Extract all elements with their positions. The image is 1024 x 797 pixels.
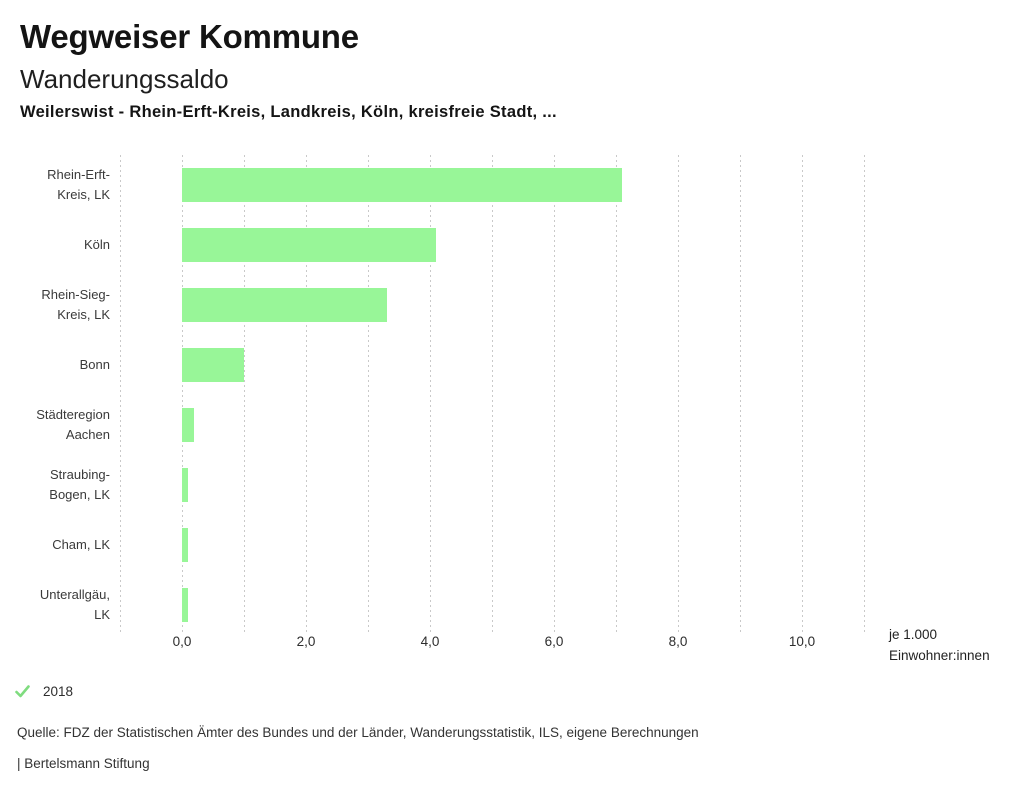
chart-subtitle: Weilerswist - Rhein-Erft-Kreis, Landkrei… [20, 103, 557, 121]
gridline [492, 155, 493, 632]
gridline [244, 155, 245, 632]
axis-unit-label: je 1.000 Einwohner:innen [889, 625, 990, 666]
gridline [182, 155, 183, 632]
axis-unit-line2: Einwohner:innen [889, 647, 990, 663]
legend-year-label: 2018 [43, 684, 74, 699]
category-label: Köln [83, 236, 110, 252]
category-label: Rhein-Sieg- Kreis, LK [41, 286, 110, 323]
x-tick-label: 2,0 [296, 634, 316, 649]
gridline [430, 155, 431, 632]
gridline [802, 155, 803, 632]
gridline [616, 155, 617, 632]
gridline [864, 155, 865, 632]
x-tick-label: 4,0 [420, 634, 440, 649]
category-label: Bonn [79, 356, 110, 372]
x-tick-label: 0,0 [172, 634, 192, 649]
attribution-text: | Bertelsmann Stiftung [17, 756, 150, 771]
bar[interactable] [182, 348, 244, 382]
x-tick-label: 10,0 [788, 634, 816, 649]
x-tick-label: 8,0 [668, 634, 688, 649]
bar[interactable] [182, 168, 623, 202]
x-tick-label: 6,0 [544, 634, 564, 649]
bar[interactable] [182, 228, 437, 262]
gridline [120, 155, 121, 632]
bar[interactable] [182, 408, 195, 442]
category-label: Straubing- Bogen, LK [49, 466, 110, 503]
gridline [740, 155, 741, 632]
plot-area [120, 155, 865, 632]
bar[interactable] [182, 468, 189, 502]
category-label: Unterallgäu, LK [39, 586, 110, 623]
category-label: Cham, LK [52, 536, 110, 552]
axis-unit-line1: je 1.000 [889, 627, 938, 642]
app-title: Wegweiser Kommune [20, 18, 359, 55]
x-axis-ticks: 0,0 2,0 4,0 6,0 8,0 10,0 [120, 634, 864, 650]
bar[interactable] [182, 588, 189, 622]
category-label: Rhein-Erft- Kreis, LK [47, 166, 110, 203]
gridline [554, 155, 555, 632]
bar[interactable] [182, 528, 189, 562]
check-icon [15, 685, 30, 698]
chart-title: Wanderungssaldo [20, 64, 229, 94]
bar[interactable] [182, 288, 387, 322]
source-text: Quelle: FDZ der Statistischen Ämter des … [17, 725, 699, 740]
legend-item-2018[interactable]: 2018 [15, 684, 73, 699]
category-label: Städteregion Aachen [36, 406, 110, 443]
gridline [678, 155, 679, 632]
gridline [368, 155, 369, 632]
gridline [306, 155, 307, 632]
y-axis-labels: Rhein-Erft- Kreis, LK Köln Rhein-Sieg- Kreis… [0, 155, 110, 635]
